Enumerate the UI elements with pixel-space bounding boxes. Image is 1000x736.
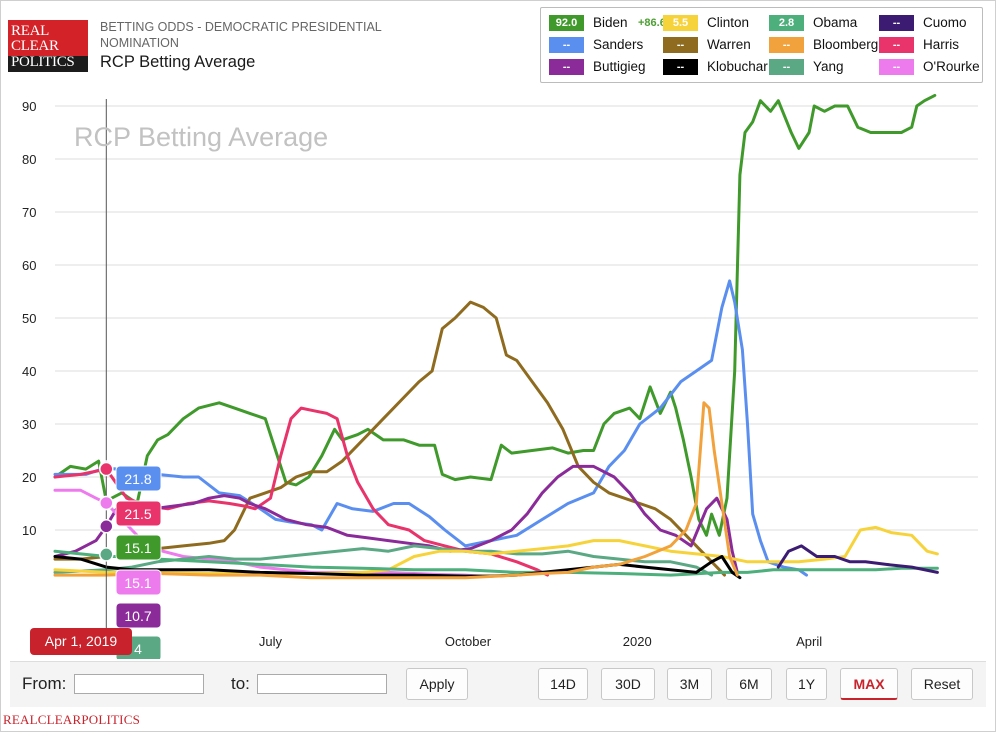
start-marker-buttigieg xyxy=(99,519,114,534)
from-label: From: xyxy=(22,674,67,693)
y-tick-label-90: 90 xyxy=(22,99,36,114)
y-tick-label-60: 60 xyxy=(22,258,36,273)
legend-value-cuomo: -- xyxy=(879,15,914,31)
y-tick-label-50: 50 xyxy=(22,311,36,326)
start-marker-harris xyxy=(99,461,114,477)
legend-name-sanders: Sanders xyxy=(593,37,644,52)
legend-value-harris: -- xyxy=(879,37,914,53)
legend-name-o-rourke: O'Rourke xyxy=(923,59,980,74)
legend-name-cuomo: Cuomo xyxy=(923,15,967,30)
reset-button[interactable]: Reset xyxy=(911,668,973,700)
tooltip-box-sanders xyxy=(115,465,162,492)
tooltip-value-yang: 4 xyxy=(134,641,142,657)
legend-value-o-rourke: -- xyxy=(879,59,914,75)
legend-name-biden: Biden xyxy=(593,15,628,30)
series-line-biden[interactable] xyxy=(53,93,937,537)
series-line-buttigieg[interactable] xyxy=(53,464,739,574)
legend-value-sanders: -- xyxy=(549,37,584,53)
chart-title: RCP Betting Average xyxy=(100,53,256,71)
x-tick-label-october: October xyxy=(445,634,492,649)
legend-value-obama: 2.8 xyxy=(769,15,804,31)
legend-value-clinton: 5.5 xyxy=(663,15,698,31)
tooltip-value-buttigieg: 10.7 xyxy=(124,608,151,624)
range-button-max[interactable]: MAX xyxy=(840,668,898,700)
chart-subtitle: BETTING ODDS - DEMOCRATIC PRESIDENTIAL N… xyxy=(100,20,382,50)
tooltip-box-buttigieg xyxy=(115,602,162,629)
x-tick-label-april: April xyxy=(796,634,822,649)
legend-value-biden: 92.0 xyxy=(549,15,584,31)
y-tick-label-70: 70 xyxy=(22,205,36,220)
legend-name-yang: Yang xyxy=(813,59,844,74)
chart-area[interactable]: 10 20 30 40 50 60 70 80 90 July October 2020 April 21… xyxy=(10,93,980,659)
legend-name-warren: Warren xyxy=(707,37,751,52)
logo-word-real: REAL xyxy=(11,23,49,39)
legend-change-biden: +86.6 xyxy=(638,17,666,29)
legend-value-klobuchar: -- xyxy=(663,59,698,75)
series-line-yang[interactable] xyxy=(53,544,714,577)
series-line-bloomberg[interactable] xyxy=(53,401,739,580)
legend-value-buttigieg: -- xyxy=(549,59,584,75)
legend-name-clinton: Clinton xyxy=(707,15,750,30)
chart-watermark: RCP Betting Average xyxy=(74,122,329,152)
from-date-input[interactable] xyxy=(74,674,204,694)
to-label: to: xyxy=(231,674,250,693)
start-marker-o-rourke xyxy=(99,495,114,511)
legend-value-warren: -- xyxy=(663,37,698,53)
range-button-30d[interactable]: 30D xyxy=(601,668,655,700)
footer-brand: REALCLEARPOLITICS xyxy=(3,712,141,727)
legend-name-bloomberg: Bloomberg xyxy=(813,37,879,52)
crosshair-date-label: Apr 1, 2019 xyxy=(45,633,118,649)
logo-word-clear: CLEAR xyxy=(11,38,59,54)
series-line-sanders[interactable] xyxy=(53,279,808,577)
y-tick-label-30: 30 xyxy=(22,417,36,432)
legend-value-yang: -- xyxy=(769,59,804,75)
legend: 92.0 Biden +86.6 5.5 Clinton 2.8 Obama -- Cuomo -… xyxy=(540,7,983,83)
series-line-cuomo[interactable] xyxy=(776,544,939,574)
legend-name-buttigieg: Buttigieg xyxy=(593,59,646,74)
legend-name-obama: Obama xyxy=(813,15,858,30)
tooltip-box-biden xyxy=(115,534,162,561)
series-line-warren[interactable] xyxy=(53,300,726,577)
x-tick-label-2020: 2020 xyxy=(623,634,652,649)
tooltip-value-o-rourke: 15.1 xyxy=(124,575,151,591)
tooltip-value-biden: 15.1 xyxy=(124,540,151,556)
legend-value-bloomberg: -- xyxy=(769,37,804,53)
crosshair-date-flag xyxy=(30,628,132,655)
tooltip-value-sanders: 21.8 xyxy=(124,471,151,487)
range-button-14d[interactable]: 14D xyxy=(538,668,588,700)
tooltip-value-harris: 21.5 xyxy=(124,506,151,522)
start-marker-yang xyxy=(99,547,114,562)
legend-name-klobuchar: Klobuchar xyxy=(707,59,768,74)
tooltip-box-harris xyxy=(115,500,162,527)
logo-word-politics: POLITICS xyxy=(11,54,75,70)
apply-button[interactable]: Apply xyxy=(406,668,468,700)
legend-name-harris: Harris xyxy=(923,37,959,52)
range-button-6m[interactable]: 6M xyxy=(726,668,772,700)
range-button-1y[interactable]: 1Y xyxy=(786,668,827,700)
tooltip-box-o-rourke xyxy=(115,569,162,596)
range-button-3m[interactable]: 3M xyxy=(667,668,712,700)
to-date-input[interactable] xyxy=(257,674,387,694)
y-tick-label-40: 40 xyxy=(22,364,36,379)
x-tick-label-july: July xyxy=(259,634,283,649)
y-tick-label-10: 10 xyxy=(22,523,36,538)
y-tick-label-20: 20 xyxy=(22,470,36,485)
line-chart[interactable]: 10 20 30 40 50 60 70 80 90 July October 2020 April 21… xyxy=(10,93,980,659)
rcp-logo[interactable]: REAL CLEAR POLITICS xyxy=(8,20,88,72)
y-tick-label-80: 80 xyxy=(22,152,36,167)
logo-red-block xyxy=(8,20,88,56)
